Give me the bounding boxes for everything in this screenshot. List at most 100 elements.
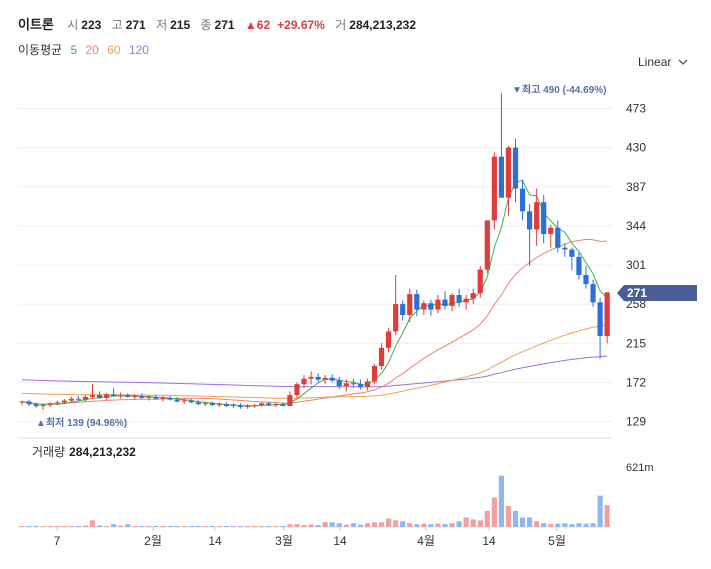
price-grid [18, 108, 612, 528]
volume-axis-label: 621m [626, 462, 654, 474]
ma-legend-20: 20 [85, 43, 99, 57]
candle [421, 300, 427, 316]
ma-legend-60: 60 [107, 43, 121, 57]
open-label: 시 [67, 18, 79, 32]
candle [19, 400, 25, 406]
candle [132, 394, 138, 400]
candle [125, 393, 131, 398]
high-value: 271 [125, 18, 146, 32]
volume-bar [329, 522, 335, 527]
candle [308, 371, 314, 385]
candle [548, 224, 554, 248]
volume-bar [118, 525, 124, 527]
candle [287, 391, 293, 407]
volume-bar [125, 524, 131, 527]
candle [604, 292, 610, 344]
candle [449, 293, 455, 312]
volume-bar [40, 526, 46, 527]
candle [54, 400, 60, 406]
volume-bar [393, 520, 399, 527]
ma-5-line [21, 179, 608, 407]
volume-bar [287, 524, 293, 527]
volume-bar [146, 526, 152, 527]
volume-bar [160, 526, 166, 527]
candle [202, 401, 208, 407]
volume-bar [167, 526, 173, 527]
volume-bar [463, 517, 469, 527]
volume-bar [68, 526, 74, 527]
volume-bar [301, 525, 307, 527]
volume-bar [61, 526, 67, 527]
current-price-tag: 271 [617, 285, 697, 301]
chevron-down-icon [678, 59, 688, 65]
volume-bar [512, 510, 519, 527]
candle [541, 194, 547, 244]
candle [329, 374, 335, 383]
low-annotation: ▲최저 139 (94.96%) [36, 416, 127, 429]
candle [273, 402, 279, 407]
candle [414, 289, 420, 316]
candle [519, 179, 526, 221]
candle [315, 373, 321, 383]
volume-bar [364, 523, 371, 527]
volume-bar [308, 524, 314, 527]
candle [237, 403, 244, 409]
candle [407, 288, 413, 323]
current-price-label: 271 [627, 286, 647, 300]
ma-legend-120: 120 [128, 43, 149, 57]
change-percent: +29.67% [277, 18, 325, 32]
candle [174, 396, 180, 403]
candle [33, 402, 39, 408]
volume-bar [548, 524, 554, 527]
volume-bar [216, 526, 222, 527]
volume-bar [400, 521, 406, 527]
candle [364, 378, 371, 391]
time-axis: 7 2월 14 3월 14 4월 14 5월 [54, 527, 566, 548]
volume-bar [484, 510, 490, 527]
x-tick-label: 14 [333, 534, 347, 548]
y-tick-label: 387 [626, 180, 646, 194]
x-tick-label: 14 [208, 534, 222, 548]
candle [47, 402, 53, 407]
volume-bar [181, 526, 187, 527]
volume-panel-value: 284,213,232 [69, 445, 136, 459]
volume-bar [230, 526, 237, 527]
volume-bar [378, 522, 385, 527]
candle [597, 297, 603, 359]
volume-bar [19, 526, 25, 527]
stock-name: 이트론 [18, 17, 54, 32]
volume-bar [89, 520, 96, 527]
volume-bar [428, 524, 434, 527]
volume-bar [343, 524, 349, 527]
candle [477, 265, 483, 298]
ma-60-line [21, 323, 608, 399]
volume-bar [294, 524, 300, 527]
candle [322, 375, 328, 385]
moving-average-legend[interactable]: 이동평균 5 20 60 120 [18, 41, 154, 58]
volume-bar [26, 526, 32, 527]
volume-bar [350, 523, 356, 527]
candle [266, 401, 272, 407]
x-tick-label: 5월 [548, 534, 566, 548]
candle [527, 204, 533, 266]
volume-bar [407, 523, 413, 527]
high-label: 고 [111, 18, 123, 32]
low-label: 저 [156, 18, 168, 32]
x-tick-label: 2월 [144, 534, 162, 548]
ma-legend-title: 이동평균 [18, 43, 63, 57]
quote-header: 이트론 시 223 고 271 저 215 종 271 ▲62 +29.67% 거 284,… [18, 14, 423, 33]
candle [188, 398, 194, 404]
candle [428, 299, 434, 316]
candle [75, 396, 81, 402]
close-label: 종 [200, 18, 212, 32]
volume-bar [456, 521, 462, 527]
volume-bar [252, 526, 258, 527]
volume-bar [371, 522, 378, 527]
scale-selector[interactable]: Linear [638, 55, 688, 69]
x-tick-label: 3월 [275, 534, 293, 548]
price-axis: 473 430 387 344 301 258 215 172 129 [626, 102, 646, 429]
candle [82, 395, 89, 402]
y-tick-label: 258 [626, 297, 646, 311]
volume-bar [322, 522, 328, 527]
